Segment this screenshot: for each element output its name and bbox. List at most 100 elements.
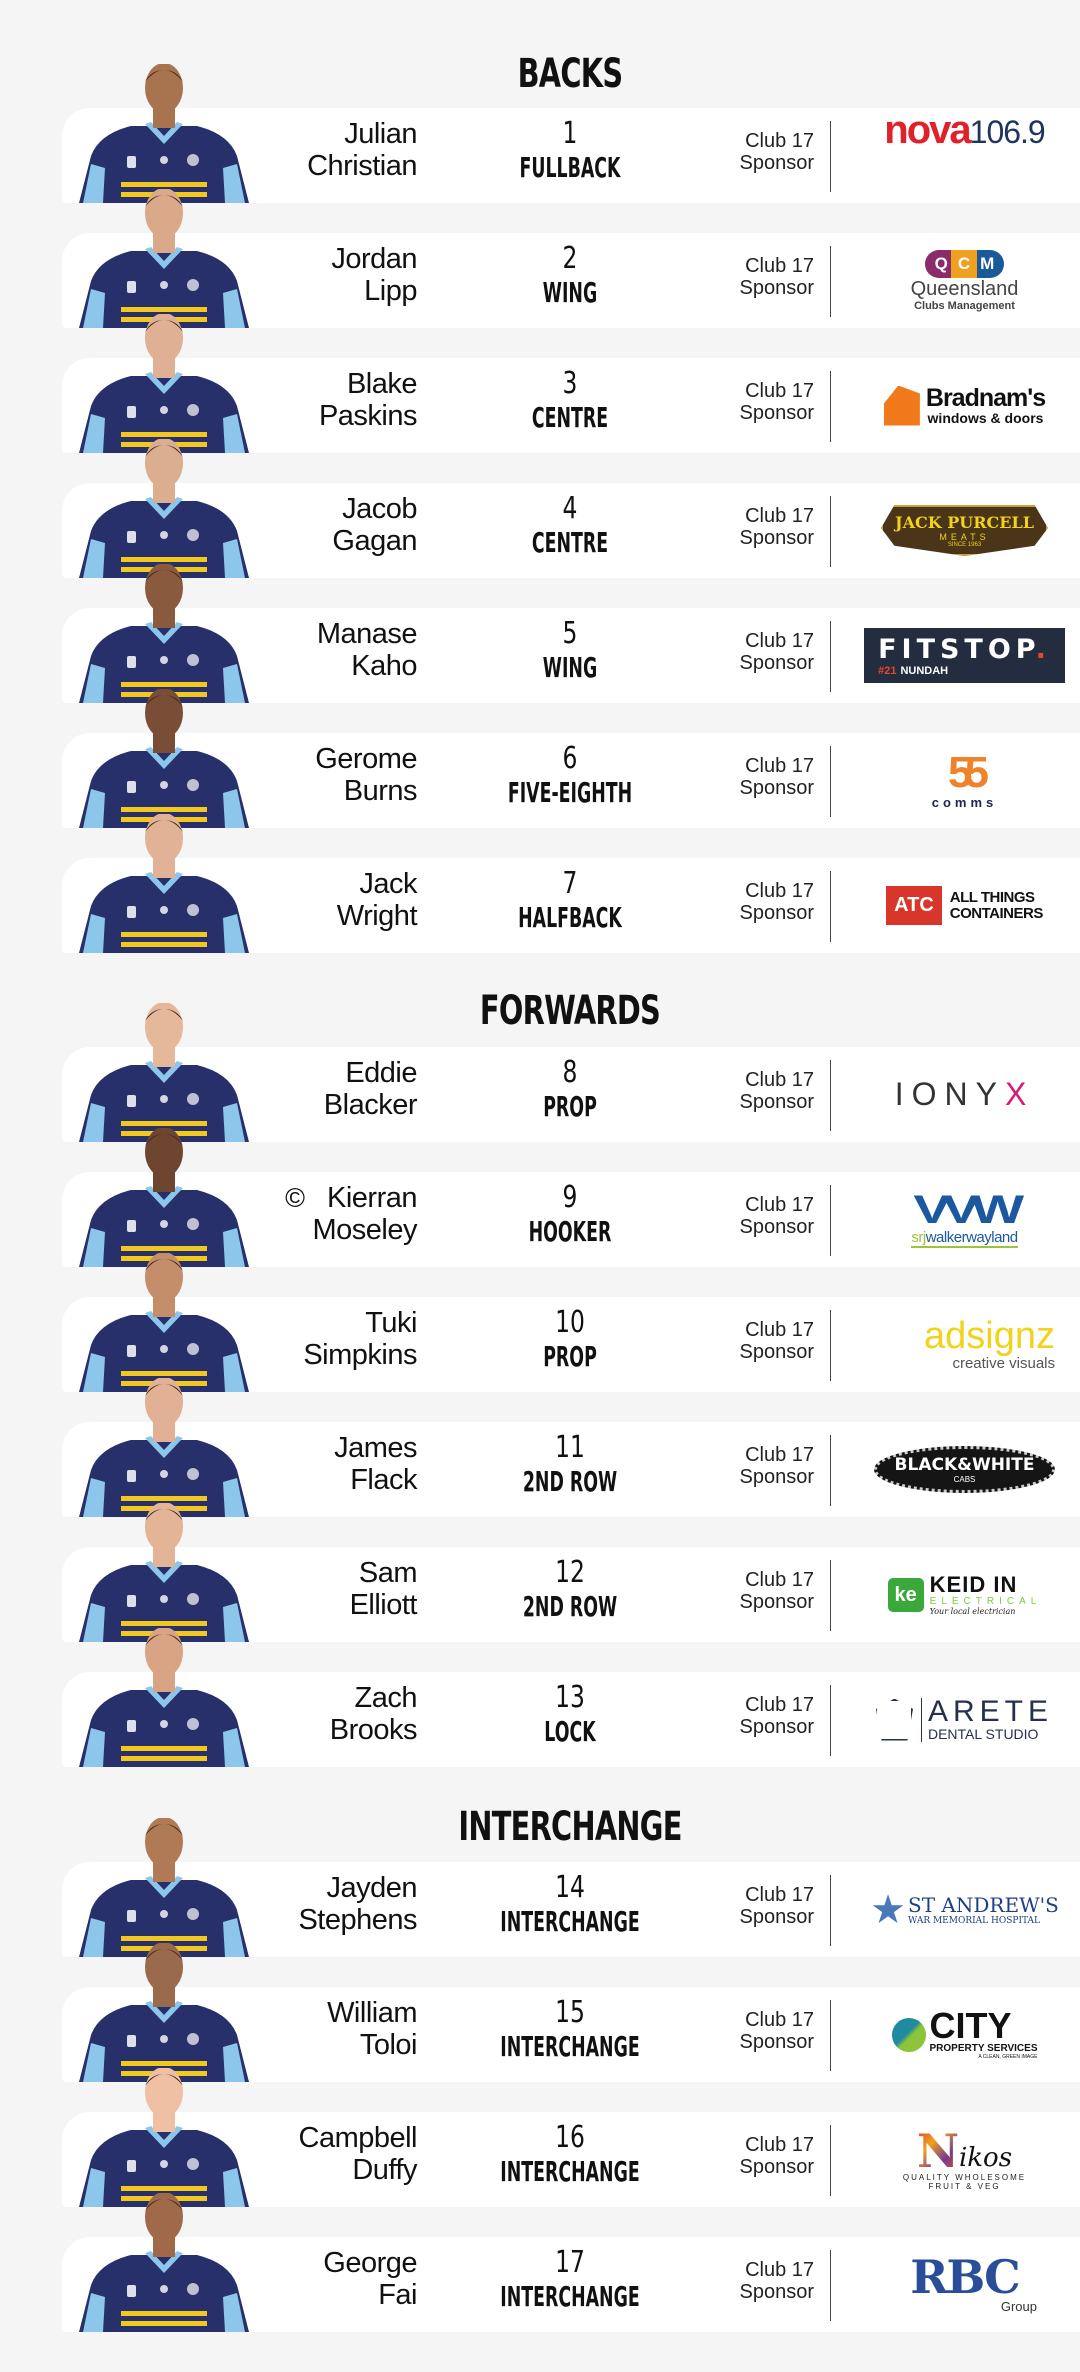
club-label-line: Club 17: [745, 1884, 814, 1906]
player-name: George Fai: [323, 2247, 417, 2311]
player-position: INTERCHANGE: [500, 2280, 640, 2313]
sponsor-logo-part: Bradnam's windows & doors: [926, 385, 1046, 426]
sponsor-logo[interactable]: ★ ST ANDREW'S WAR MEMORIAL HOSPITAL: [852, 1862, 1077, 1957]
divider: [830, 621, 831, 692]
sponsor-logo-part: CITY PROPERTY SERVICES A CLEAN, GREEN IMAG…: [930, 2008, 1038, 2061]
player-position: FIVE-EIGHTH: [507, 776, 633, 809]
player-last-name: Wright: [336, 900, 418, 932]
club-sponsor-label: Club 17 Sponsor: [740, 2134, 815, 2178]
player-last-name: Burns: [343, 775, 418, 807]
club-label-line: Club 17: [745, 255, 814, 277]
player-first-name: Tuki: [365, 1307, 417, 1339]
sponsor-logo-text: ST ANDREW'S: [908, 1892, 1059, 1917]
player-photo: [69, 1818, 259, 1957]
sponsor-logo-text: 55: [948, 751, 989, 795]
sponsor-logo[interactable]: ATC ALL THINGS CONTAINERS: [852, 858, 1077, 953]
club-label-line: Sponsor: [739, 527, 815, 549]
sponsor-logo[interactable]: ke KEID IN ELECTRICAL Your local electricia…: [852, 1547, 1077, 1642]
divider: [830, 746, 831, 817]
sponsor-logo-text: 106.9: [969, 114, 1046, 150]
sponsor-logo[interactable]: Bradnam's windows & doors: [852, 358, 1077, 453]
sponsor-logo[interactable]: FITSTOP. #21 NUNDAH: [852, 608, 1077, 703]
player-position: FULLBACK: [519, 151, 621, 184]
club-label-line: Club 17: [745, 755, 814, 777]
jersey-number: 10: [555, 1305, 585, 1340]
sponsor-logo-part: ALL THINGS CONTAINERS: [950, 889, 1044, 922]
club-label-line: Sponsor: [739, 1906, 815, 1928]
player-row: Jack Wright 7 HALFBACK Club 17 Sponsor ATC ALL …: [62, 814, 1080, 953]
player-photo: [69, 814, 259, 953]
fitstop-dot-icon: .: [1035, 634, 1051, 665]
sponsor-logo-part: ARETE DENTAL STUDIO: [920, 1696, 1053, 1742]
bradnams-mark-icon: [883, 385, 920, 426]
sponsor-logo[interactable]: QCM Queensland Clubs Management: [852, 233, 1077, 328]
sponsor-logo[interactable]: nova 106.9: [852, 108, 1077, 203]
player-first-name: Eddie: [345, 1057, 417, 1089]
sponsor-logo-text: srjwalkerwayland: [911, 1229, 1018, 1248]
club-label-line: Club 17: [745, 1694, 814, 1716]
club-label-line: Sponsor: [739, 1216, 815, 1238]
club-label-line: Sponsor: [739, 2156, 815, 2178]
club-label-line: Sponsor: [739, 902, 815, 924]
player-position: WING: [542, 276, 598, 309]
player-photo: [69, 2068, 259, 2207]
player-last-name: Stephens: [298, 1904, 417, 1936]
sponsor-logo-text: ATC: [886, 886, 942, 925]
club-sponsor-label: Club 17 Sponsor: [740, 130, 815, 174]
sponsor-logo[interactable]: CITY PROPERTY SERVICES A CLEAN, GREEN IMAG…: [852, 1987, 1077, 2082]
club-sponsor-label: Club 17 Sponsor: [740, 1319, 815, 1363]
club-label-line: Sponsor: [739, 1716, 815, 1738]
player-first-name: Jayden: [326, 1872, 417, 1904]
player-last-name: Flack: [350, 1464, 417, 1496]
player-position: HOOKER: [528, 1215, 612, 1248]
player-name: Blake Paskins: [319, 368, 418, 432]
player-position: INTERCHANGE: [500, 1905, 640, 1938]
club-sponsor-label: Club 17 Sponsor: [740, 755, 815, 799]
player-photo: [69, 1003, 259, 1142]
player-photo: [69, 1943, 259, 2082]
player-name: Gerome Burns: [315, 743, 417, 807]
sponsor-logo[interactable]: adsignz creative visuals: [852, 1297, 1077, 1392]
sponsor-logo-part: ST ANDREW'S WAR MEMORIAL HOSPITAL: [908, 1894, 1059, 1926]
sponsor-logo-part: FITSTOP. #21 NUNDAH: [864, 628, 1065, 683]
sponsor-logo[interactable]: RBC Group: [852, 2237, 1077, 2332]
club-label-line: Sponsor: [739, 777, 815, 799]
sponsor-logo[interactable]: 55 comms: [852, 733, 1077, 828]
player-first-name: William: [327, 1997, 417, 2029]
player-last-name: Toloi: [359, 2029, 418, 2061]
sponsor-logo[interactable]: IONYX: [852, 1047, 1077, 1142]
player-position: LOCK: [544, 1715, 596, 1748]
city-swirl-icon: [891, 2017, 926, 2052]
divider: [830, 871, 831, 942]
sponsor-logo[interactable]: VVW srjwalkerwayland: [852, 1172, 1077, 1267]
st-andrews-star-icon: ★: [870, 1887, 907, 1932]
player-last-name: Moseley: [312, 1214, 418, 1246]
divider: [830, 1560, 831, 1631]
player-first-name: Jack: [359, 868, 417, 900]
jersey-number: 11: [555, 1430, 585, 1465]
divider: [830, 246, 831, 317]
club-sponsor-label: Club 17 Sponsor: [740, 505, 815, 549]
divider: [830, 1185, 831, 1256]
sponsor-logo[interactable]: JACK PURCELL MEATS SINCE 1963: [852, 483, 1077, 578]
player-last-name: Simpkins: [303, 1339, 417, 1371]
sponsor-logo[interactable]: ARETE DENTAL STUDIO: [852, 1672, 1077, 1767]
sponsor-logo[interactable]: BLACK&WHITE CABS: [852, 1422, 1077, 1517]
club-label-line: Club 17: [745, 130, 814, 152]
player-name: Sam Elliott: [350, 1557, 418, 1621]
club-label-line: Club 17: [745, 1444, 814, 1466]
sponsor-logo-text: CABS: [953, 1475, 976, 1484]
player-name: Jacob Gagan: [332, 493, 417, 557]
club-label-line: Club 17: [745, 1194, 814, 1216]
divider: [830, 496, 831, 567]
player-last-name: Kaho: [351, 650, 417, 682]
club-label-line: Club 17: [745, 880, 814, 902]
player-row: Zach Brooks 13 LOCK Club 17 Sponsor ARETE DENTA…: [62, 1628, 1080, 1767]
section-title: BACKS: [517, 51, 624, 97]
player-row: Sam Elliott 12 2ND ROW Club 17 Sponsor ke KEID …: [62, 1503, 1080, 1642]
club-label-line: Club 17: [745, 1069, 814, 1091]
player-photo: [69, 314, 259, 453]
sponsor-logo-text: windows & doors: [927, 409, 1044, 426]
